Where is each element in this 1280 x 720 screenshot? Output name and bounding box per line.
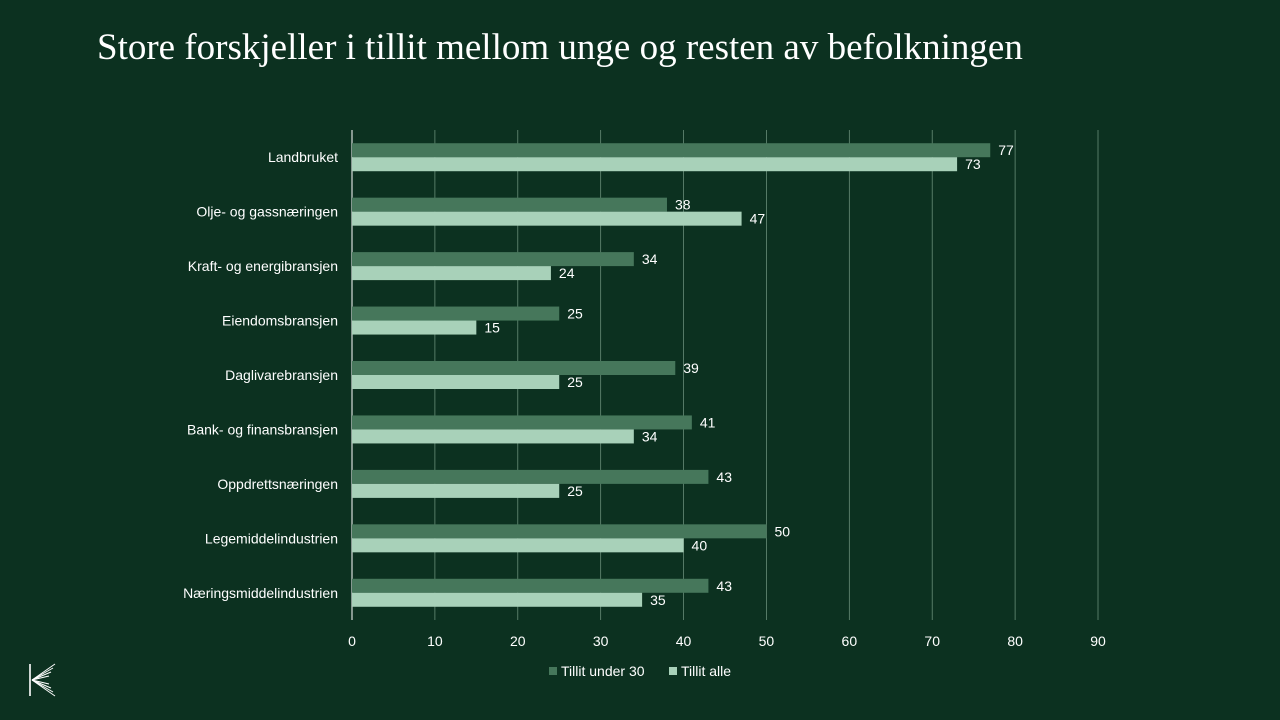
bar-tillit-under-30 — [352, 469, 709, 484]
data-label: 73 — [965, 156, 981, 172]
data-label: 77 — [998, 142, 1014, 158]
data-label: 25 — [567, 306, 583, 322]
data-label: 47 — [750, 211, 766, 227]
bar-tillit-alle — [352, 157, 958, 172]
bar-tillit-under-30 — [352, 578, 709, 593]
x-tick-label: 20 — [510, 633, 526, 649]
x-tick-label: 40 — [676, 633, 692, 649]
legend-label: Tillit under 30 — [561, 663, 645, 679]
bar-tillit-alle — [352, 375, 560, 389]
x-tick-label: 90 — [1090, 633, 1106, 649]
bar-tillit-alle — [352, 266, 551, 281]
category-label: Bank- og finansbransjen — [187, 421, 338, 437]
bar-tillit-alle — [352, 592, 643, 607]
bar-tillit-under-30 — [352, 252, 634, 267]
x-tick-label: 0 — [348, 633, 356, 649]
chart-title: Store forskjeller i tillit mellom unge o… — [97, 27, 1023, 68]
bar-tillit-under-30 — [352, 197, 667, 212]
data-label: 25 — [567, 483, 583, 499]
data-label: 43 — [716, 578, 732, 594]
data-label: 34 — [642, 251, 658, 267]
category-label: Eiendomsbransjen — [222, 313, 338, 329]
bar-tillit-alle — [352, 538, 684, 553]
data-label: 24 — [559, 265, 575, 281]
data-label: 35 — [650, 592, 666, 608]
category-label: Olje- og gassnæringen — [196, 204, 338, 220]
x-tick-label: 50 — [759, 633, 775, 649]
data-label: 41 — [700, 414, 716, 430]
category-label: Næringsmiddelindustrien — [183, 585, 338, 601]
bar-tillit-alle — [352, 483, 560, 498]
bar-tillit-alle — [352, 211, 742, 226]
bar-tillit-under-30 — [352, 361, 676, 375]
x-tick-label: 70 — [924, 633, 940, 649]
bar-tillit-under-30 — [352, 415, 692, 430]
data-label: 34 — [642, 428, 658, 444]
data-label: 40 — [692, 537, 708, 553]
category-label: Legemiddelindustrien — [205, 530, 338, 546]
bar-tillit-under-30 — [352, 306, 560, 321]
company-logo-icon — [29, 663, 56, 697]
data-label: 39 — [683, 360, 699, 376]
x-tick-label: 30 — [593, 633, 609, 649]
data-label: 15 — [484, 320, 500, 336]
legend-label: Tillit alle — [681, 663, 731, 679]
x-tick-label: 80 — [1007, 633, 1023, 649]
category-label: Oppdrettsnæringen — [217, 476, 338, 492]
bar-tillit-alle — [352, 320, 477, 335]
legend-swatch-tillit-alle — [669, 667, 677, 675]
x-tick-label: 60 — [842, 633, 858, 649]
bar-tillit-under-30 — [352, 524, 767, 539]
data-label: 50 — [774, 523, 790, 539]
category-label: Kraft- og energibransjen — [188, 258, 338, 274]
x-tick-label: 10 — [427, 633, 443, 649]
bar-tillit-under-30 — [352, 143, 991, 158]
data-label: 43 — [716, 469, 732, 485]
category-label: Daglivarebransjen — [225, 367, 338, 383]
category-label: Landbruket — [268, 149, 338, 165]
bar-tillit-alle — [352, 429, 634, 444]
data-label: 38 — [675, 197, 691, 213]
legend-swatch-tillit-under-30 — [549, 667, 557, 675]
data-label: 25 — [567, 374, 583, 390]
